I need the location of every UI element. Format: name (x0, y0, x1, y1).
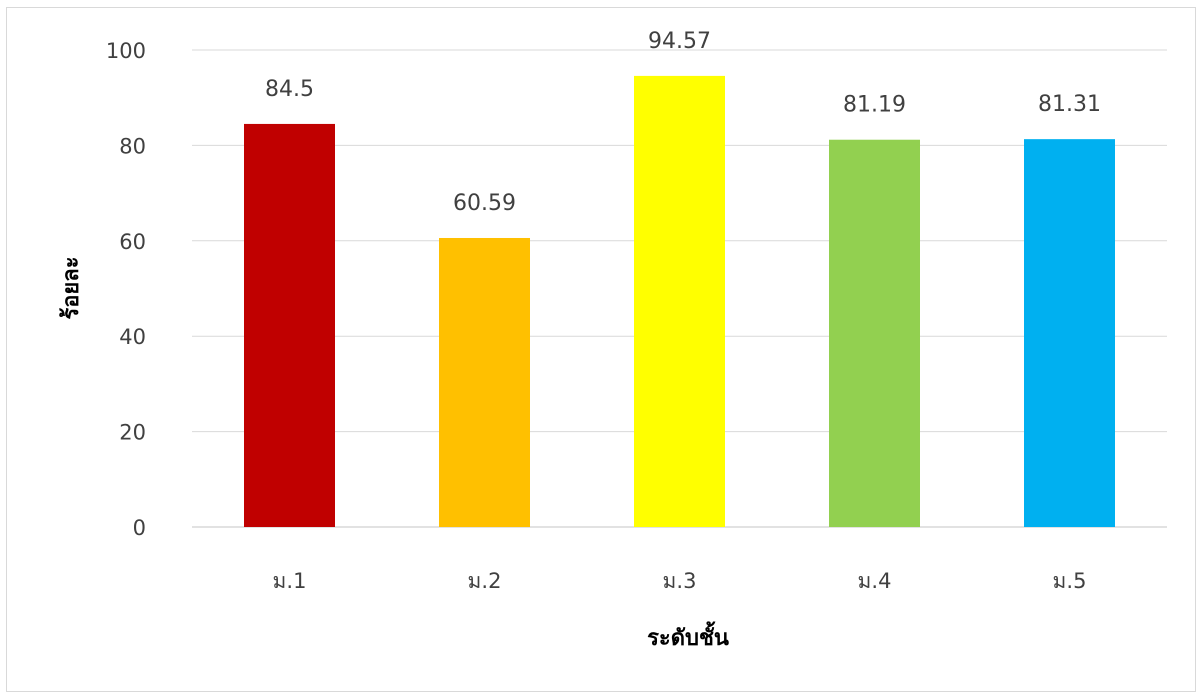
data-label: 81.19 (843, 93, 906, 118)
x-tick-label: ม.4 (858, 569, 892, 593)
y-axis-title: ร้อยละ (59, 256, 84, 319)
y-tick-label: 0 (133, 516, 146, 540)
x-tick-labels: ม.1 ม.2 ม.3 ม.4 ม.5 (273, 569, 1087, 593)
y-tick-label: 60 (119, 230, 146, 254)
x-tick-label: ม.1 (273, 569, 307, 593)
data-label: 81.31 (1038, 92, 1101, 117)
y-tick-label: 100 (106, 39, 146, 63)
x-tick-label: ม.3 (663, 569, 697, 593)
bar (1024, 139, 1115, 527)
x-axis-title: ระดับชั้น (647, 621, 729, 651)
y-tick-label: 20 (119, 421, 146, 445)
x-tick-label: ม.5 (1053, 569, 1087, 593)
bar (634, 75, 725, 528)
chart-frame (6, 7, 1196, 692)
y-tick-label: 80 (119, 134, 146, 158)
bar (439, 237, 530, 527)
value-labels: 84.5 60.59 94.57 81.19 81.31 (265, 29, 1101, 216)
bar (829, 139, 920, 527)
y-tick-label: 40 (119, 325, 146, 349)
bars (244, 75, 1115, 528)
data-label: 60.59 (453, 191, 516, 216)
data-label: 94.57 (648, 29, 711, 54)
data-label: 84.5 (265, 77, 314, 102)
bar (244, 123, 335, 527)
y-tick-labels: 0 20 40 60 80 100 (106, 39, 146, 540)
x-tick-label: ม.2 (468, 569, 502, 593)
